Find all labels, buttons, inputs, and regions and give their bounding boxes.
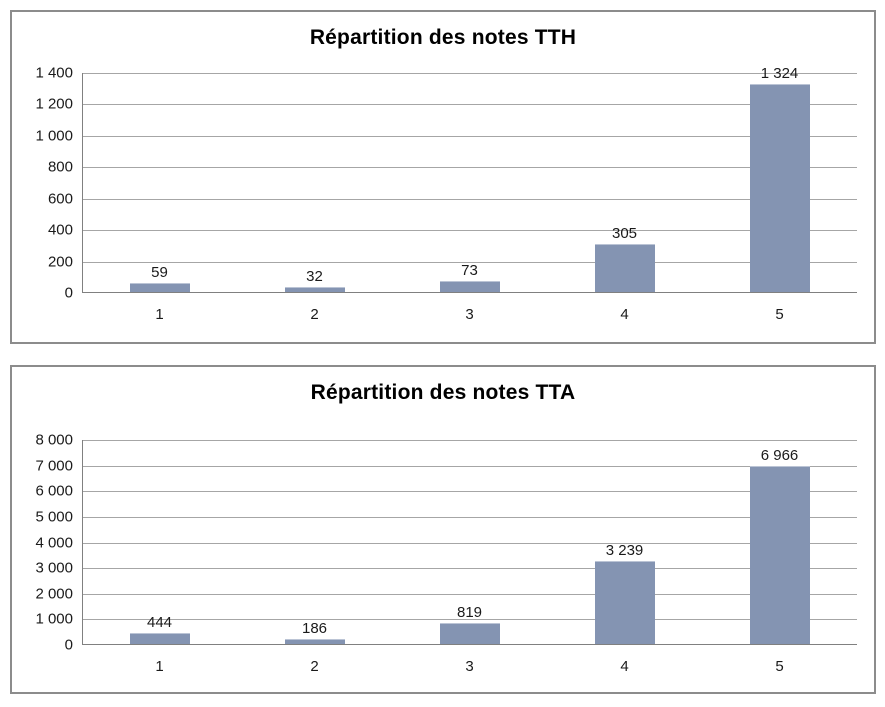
gridline [82, 73, 857, 74]
bar-value-label: 819 [456, 604, 483, 622]
x-tick-label: 2 [310, 658, 319, 675]
bar-category-4 [594, 561, 655, 644]
bar-category-5 [749, 83, 810, 292]
bar-category-3 [439, 280, 500, 292]
bar-value-label: 186 [301, 620, 328, 638]
x-tick-label: 4 [620, 658, 629, 675]
x-axis-line [82, 644, 857, 645]
x-tick-label: 3 [465, 306, 474, 323]
y-tick-label: 6 000 [35, 482, 73, 500]
bar-category-2 [284, 286, 345, 292]
chart-tth: Répartition des notes TTH 0 200 400 600 800 1… [10, 10, 876, 344]
gridline [82, 466, 857, 467]
x-tick-label: 5 [775, 306, 784, 323]
bar-value-label: 305 [611, 225, 638, 243]
y-tick-label: 600 [47, 190, 73, 208]
x-tick-label: 1 [155, 306, 164, 323]
y-axis-line [82, 440, 83, 645]
bar-value-label: 1 324 [760, 64, 799, 82]
chart-tth-title: Répartition des notes TTH [309, 26, 577, 49]
gridline [82, 104, 857, 105]
y-tick-label: 7 000 [35, 457, 73, 475]
y-tick-label: 5 000 [35, 508, 73, 526]
gridline [82, 568, 857, 569]
bar-category-3 [439, 623, 500, 644]
bar-value-label: 444 [146, 613, 173, 631]
y-axis-line [82, 73, 83, 293]
y-tick-label: 800 [47, 158, 73, 176]
bar-category-2 [284, 639, 345, 644]
bar-category-1 [129, 632, 190, 644]
gridline [82, 517, 857, 518]
bar-category-5 [749, 465, 810, 644]
gridline [82, 199, 857, 200]
chart-tta-plot-area: 0 1 000 2 000 3 000 4 000 5 000 6 000 7 000 8 00… [35, 432, 857, 675]
y-tick-label: 1 400 [35, 64, 73, 82]
y-tick-label: 400 [47, 221, 73, 239]
gridline [82, 262, 857, 263]
chart-tta: Répartition des notes TTA 0 1 000 2 000 3 0… [10, 365, 876, 694]
y-tick-label: 4 000 [35, 534, 73, 551]
y-tick-label: 1 000 [35, 610, 73, 628]
gridline [82, 619, 857, 620]
x-tick-label: 2 [310, 306, 319, 323]
y-tick-label: 2 000 [35, 585, 73, 603]
bar-category-4 [594, 244, 655, 292]
gridline [82, 230, 857, 231]
x-tick-label: 4 [620, 306, 629, 323]
gridline [82, 167, 857, 168]
y-tick-label: 3 000 [35, 559, 73, 577]
gridline [82, 491, 857, 492]
x-tick-label: 3 [465, 658, 474, 675]
gridline [82, 440, 857, 441]
bar-value-label: 3 239 [605, 542, 644, 560]
x-tick-label: 1 [155, 658, 164, 675]
bar-value-label: 59 [151, 263, 168, 281]
x-tick-label: 5 [775, 658, 784, 675]
y-tick-label: 200 [47, 253, 73, 271]
y-tick-label: 0 [64, 636, 73, 654]
chart-tth-plot-area: 0 200 400 600 800 1 000 1 200 1 400 59 1 32 2 73 3 305… [35, 65, 857, 323]
chart-tta-title: Répartition des notes TTA [310, 381, 576, 404]
y-tick-label: 1 200 [35, 95, 73, 113]
bar-value-label: 73 [461, 261, 478, 279]
bar-value-label: 6 966 [760, 446, 799, 464]
gridline [82, 136, 857, 137]
gridline [82, 594, 857, 595]
bar-value-label: 32 [306, 267, 323, 285]
y-tick-label: 0 [64, 284, 73, 302]
gridline [82, 543, 857, 544]
y-tick-label: 1 000 [35, 127, 73, 145]
y-tick-label: 8 000 [35, 431, 73, 449]
x-axis-line [82, 292, 857, 293]
bar-category-1 [129, 282, 190, 292]
